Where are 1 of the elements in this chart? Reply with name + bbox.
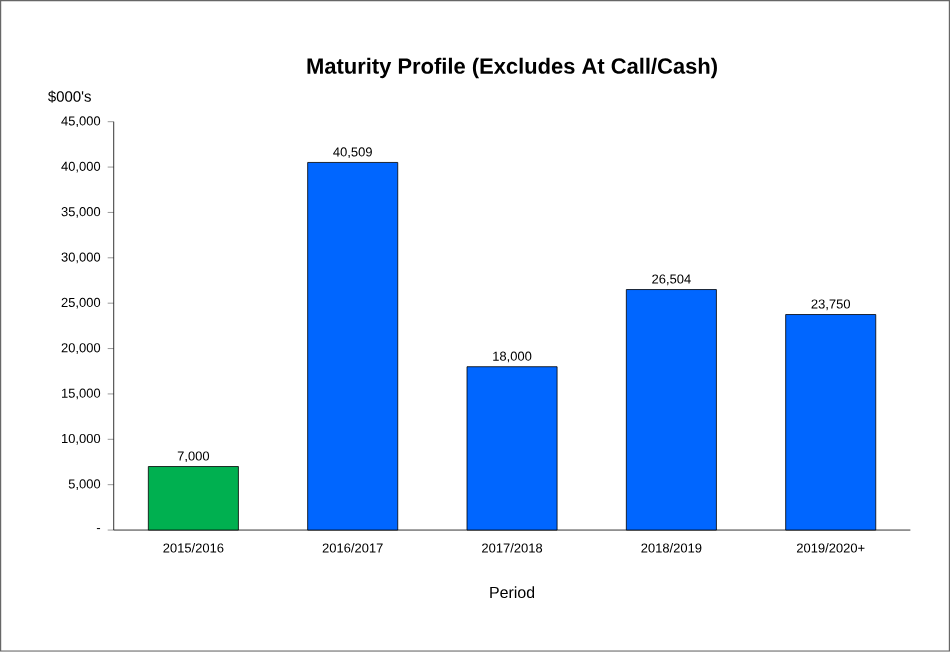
chart-title: Maturity Profile (Excludes At Call/Cash) — [307, 57, 717, 79]
